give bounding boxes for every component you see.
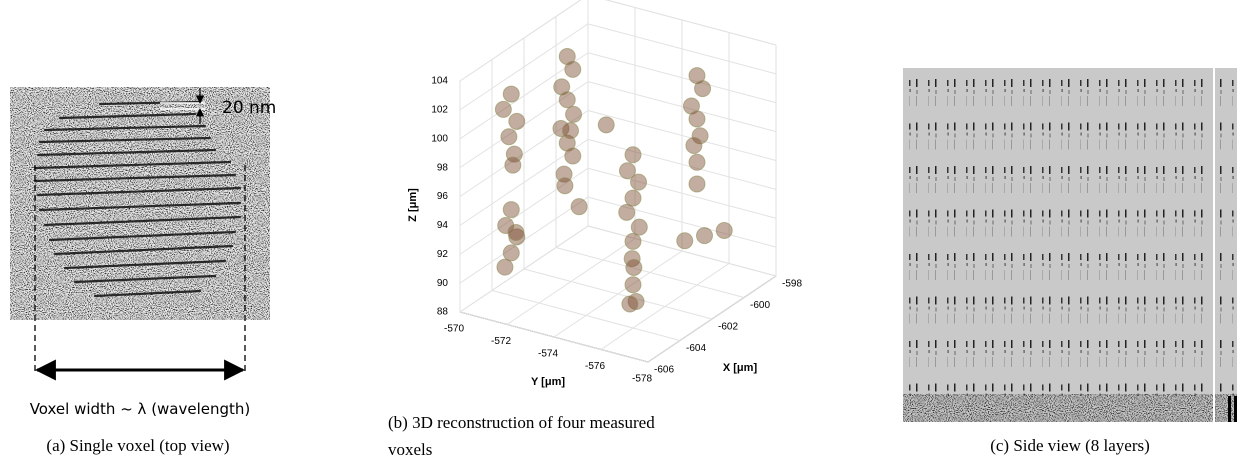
voxel-streaks xyxy=(33,100,242,298)
point xyxy=(564,147,582,165)
point xyxy=(618,203,636,221)
z-tick-label: 100 xyxy=(431,133,448,144)
y-axis-label: Y [μm] xyxy=(531,376,565,388)
point xyxy=(558,91,576,109)
point xyxy=(558,47,576,65)
point xyxy=(564,60,582,78)
image-edge xyxy=(1213,68,1215,422)
z-tick-label: 98 xyxy=(437,162,449,173)
point xyxy=(688,153,706,171)
point xyxy=(502,201,520,219)
point xyxy=(688,110,706,128)
panel-c: (c) Side view (8 layers) xyxy=(903,68,1237,455)
point xyxy=(497,217,515,235)
panel-b: 88 90 92 94 96 98 100 102 104 -606 -604 -602 -600 -59… xyxy=(407,0,802,388)
y-tick-label: -570 xyxy=(444,324,464,335)
x-tick-label: -598 xyxy=(782,279,802,290)
point xyxy=(618,162,636,180)
point xyxy=(556,177,574,195)
caption: (c) Side view (8 layers) xyxy=(990,436,1150,455)
point xyxy=(624,189,642,207)
point xyxy=(597,116,615,134)
voxel-columns xyxy=(903,68,1237,396)
z-tick-label: 102 xyxy=(431,105,448,116)
point xyxy=(625,258,643,276)
z-tick-label: 88 xyxy=(437,307,449,318)
x-tick-label: -604 xyxy=(686,343,706,354)
grid-line xyxy=(506,238,636,325)
caption: (b) 3D reconstruction of four measured xyxy=(388,413,655,432)
point xyxy=(696,227,713,245)
point xyxy=(694,80,712,98)
caption: voxels xyxy=(388,440,432,459)
x-tick-label: -602 xyxy=(718,322,738,333)
z-tick-label: 90 xyxy=(437,278,449,289)
scale-label: 20 nm xyxy=(222,98,276,118)
point xyxy=(676,232,694,250)
point xyxy=(504,156,522,174)
x-tick-label: -600 xyxy=(750,300,770,311)
point xyxy=(570,198,588,216)
point xyxy=(494,100,512,118)
z-axis-label: Z [μm] xyxy=(407,188,419,222)
scale-bar xyxy=(1228,396,1231,422)
point xyxy=(505,145,523,163)
point xyxy=(553,78,571,96)
point xyxy=(715,221,733,239)
point xyxy=(624,232,642,250)
grid-line xyxy=(553,250,683,338)
point xyxy=(691,127,709,145)
point xyxy=(688,67,706,85)
point xyxy=(682,97,700,115)
point xyxy=(496,258,514,276)
point xyxy=(502,244,520,262)
point xyxy=(562,122,579,140)
y-tick-label: -572 xyxy=(491,336,511,347)
point xyxy=(508,112,526,130)
y-tick-label: -574 xyxy=(538,349,558,360)
scale-bar xyxy=(1234,396,1237,422)
z-tick-label: 92 xyxy=(437,249,449,260)
point xyxy=(621,295,639,313)
x-axis-label: X [μm] xyxy=(723,362,758,374)
grid-line xyxy=(647,275,777,363)
point xyxy=(507,223,525,241)
panel-a: 20 nm Voxel width ~ λ (wavelength) (a) S… xyxy=(10,87,276,455)
grid-line xyxy=(459,225,589,313)
point xyxy=(688,175,706,193)
point xyxy=(630,218,648,236)
point xyxy=(500,128,518,146)
point xyxy=(502,85,520,103)
point xyxy=(685,137,703,155)
annotation: Voxel width ~ λ (wavelength) xyxy=(30,400,251,418)
point xyxy=(565,105,583,123)
grid-line xyxy=(600,263,730,350)
point xyxy=(624,146,642,164)
y-tick-label: -576 xyxy=(585,361,605,372)
z-tick-label: 96 xyxy=(437,191,449,202)
z-tick-label: 104 xyxy=(431,76,448,87)
point xyxy=(630,173,648,191)
z-tick-label: 94 xyxy=(437,220,449,231)
caption: (a) Single voxel (top view) xyxy=(46,436,229,455)
image-noise xyxy=(903,394,1237,422)
point xyxy=(624,276,642,294)
x-tick-label: -606 xyxy=(654,365,674,376)
y-tick-label: -578 xyxy=(632,374,652,385)
